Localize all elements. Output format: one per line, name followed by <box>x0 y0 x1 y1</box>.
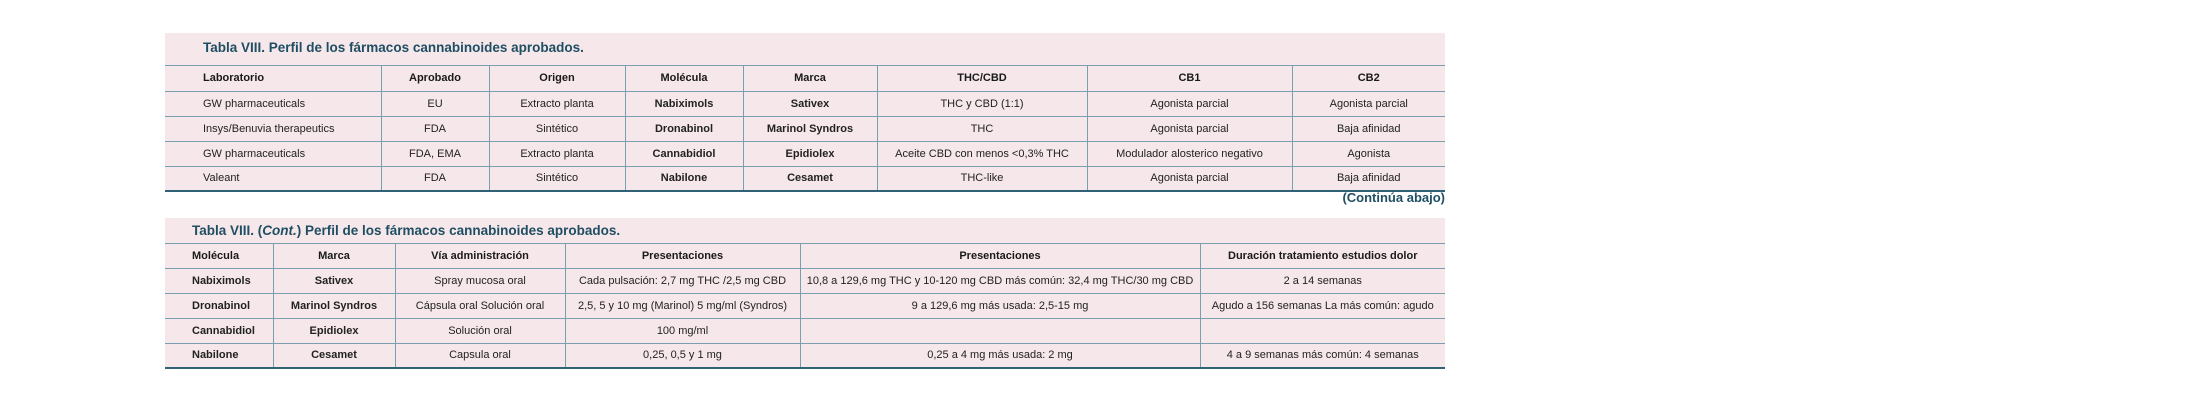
table-cell: Cesamet <box>273 343 396 369</box>
header-cell: Vía administración <box>395 244 566 269</box>
table-cell: Sintético <box>489 166 626 192</box>
table-cell: Agudo a 156 semanas La más común: agudo <box>1200 293 1445 319</box>
table-row: Valeant FDA Sintético Nabilone Cesamet T… <box>165 166 1445 192</box>
table-row: GW pharmaceuticals FDA, EMA Extracto pla… <box>165 141 1445 167</box>
table-cell: Cápsula oral Solución oral <box>395 293 566 319</box>
table-grid: Molécula Marca Vía administración Presen… <box>165 244 1445 369</box>
table-cell: Agonista parcial <box>1087 166 1293 192</box>
table-cell: 2 a 14 semanas <box>1200 268 1445 294</box>
table-cell: Extracto planta <box>489 141 626 167</box>
table-row: Nabilone Cesamet Capsula oral 0,25, 0,5 … <box>165 343 1445 369</box>
table-cell: Baja afinidad <box>1292 116 1445 142</box>
table-cell: Cannabidiol <box>165 318 274 344</box>
header-row: Molécula Marca Vía administración Presen… <box>165 244 1445 269</box>
table-cell: Nabiximols <box>625 91 744 117</box>
table-cell: Capsula oral <box>395 343 566 369</box>
header-cell: Marca <box>743 66 878 92</box>
table-cell: FDA <box>381 166 490 192</box>
continued-below-note: (Continúa abajo) <box>1342 190 1445 205</box>
table-caption: Tabla VIII. Perfil de los fármacos canna… <box>165 33 1445 66</box>
table-cell: Epidiolex <box>743 141 878 167</box>
header-cell: Duración tratamiento estudios dolor <box>1200 244 1445 269</box>
table-cell: 2,5, 5 y 10 mg (Marinol) 5 mg/ml (Syndro… <box>565 293 801 319</box>
table-cell: Cannabidiol <box>625 141 744 167</box>
header-row: Laboratorio Aprobado Origen Molécula Mar… <box>165 66 1445 92</box>
table-row: Nabiximols Sativex Spray mucosa oral Cad… <box>165 268 1445 294</box>
header-cell: Molécula <box>165 244 274 269</box>
table-cell: GW pharmaceuticals <box>165 141 382 167</box>
table-cell: Spray mucosa oral <box>395 268 566 294</box>
table-cell: FDA <box>381 116 490 142</box>
table-cell: Marinol Syndros <box>743 116 878 142</box>
caption-suffix: ) Perfil de los fármacos cannabinoides a… <box>296 223 621 238</box>
table-cell: Agonista <box>1292 141 1445 167</box>
table-cell: Agonista parcial <box>1292 91 1445 117</box>
table-cell: GW pharmaceuticals <box>165 91 382 117</box>
table-cell: Cesamet <box>743 166 878 192</box>
header-cell: Presentaciones <box>800 244 1201 269</box>
caption-prefix: Tabla VIII. ( <box>192 223 263 238</box>
table-grid: Laboratorio Aprobado Origen Molécula Mar… <box>165 66 1445 192</box>
table-cell: Sativex <box>743 91 878 117</box>
header-cell: CB2 <box>1292 66 1445 92</box>
header-cell: Marca <box>273 244 396 269</box>
table-cell: Cada pulsación: 2,7 mg THC /2,5 mg CBD <box>565 268 801 294</box>
table-cell <box>800 318 1201 344</box>
table-caption: Tabla VIII. (Cont.) Perfil de los fármac… <box>165 218 1445 244</box>
header-cell: Origen <box>489 66 626 92</box>
table-cell: Modulador alosterico negativo <box>1087 141 1293 167</box>
caption-italic: Cont. <box>262 223 297 238</box>
table-cell: THC <box>877 116 1088 142</box>
table-cell: Nabilone <box>165 343 274 369</box>
table-cell: FDA, EMA <box>381 141 490 167</box>
table-cell <box>1200 318 1445 344</box>
header-cell: Laboratorio <box>165 66 382 92</box>
header-cell: Presentaciones <box>565 244 801 269</box>
header-cell: CB1 <box>1087 66 1293 92</box>
table-row: Insys/Benuvia therapeutics FDA Sintético… <box>165 116 1445 142</box>
table-cell: 4 a 9 semanas más común: 4 semanas <box>1200 343 1445 369</box>
table-cell: Insys/Benuvia therapeutics <box>165 116 382 142</box>
table-cell: 0,25, 0,5 y 1 mg <box>565 343 801 369</box>
table-row: Dronabinol Marinol Syndros Cápsula oral … <box>165 293 1445 319</box>
table-cell: Aceite CBD con menos <0,3% THC <box>877 141 1088 167</box>
table-cell: EU <box>381 91 490 117</box>
header-cell: Molécula <box>625 66 744 92</box>
table-cell: Dronabinol <box>165 293 274 319</box>
table-cell: 0,25 a 4 mg más usada: 2 mg <box>800 343 1201 369</box>
table-cell: Agonista parcial <box>1087 116 1293 142</box>
table-cell: Baja afinidad <box>1292 166 1445 192</box>
table-cell: Sintético <box>489 116 626 142</box>
table-cell: 9 a 129,6 mg más usada: 2,5-15 mg <box>800 293 1201 319</box>
table-cell: Epidiolex <box>273 318 396 344</box>
table-row: GW pharmaceuticals EU Extracto planta Na… <box>165 91 1445 117</box>
drug-profile-table-continued: Tabla VIII. (Cont.) Perfil de los fármac… <box>165 218 1445 369</box>
table-cell: Dronabinol <box>625 116 744 142</box>
table-cell: Marinol Syndros <box>273 293 396 319</box>
table-cell: Extracto planta <box>489 91 626 117</box>
drug-profile-table: Tabla VIII. Perfil de los fármacos canna… <box>165 33 1445 192</box>
table-cell: THC y CBD (1:1) <box>877 91 1088 117</box>
table-cell: 10,8 a 129,6 mg THC y 10-120 mg CBD más … <box>800 268 1201 294</box>
table-cell: Nabilone <box>625 166 744 192</box>
table-row: Cannabidiol Epidiolex Solución oral 100 … <box>165 318 1445 344</box>
table-cell: Agonista parcial <box>1087 91 1293 117</box>
header-cell: Aprobado <box>381 66 490 92</box>
table-cell: 100 mg/ml <box>565 318 801 344</box>
table-cell: Sativex <box>273 268 396 294</box>
table-cell: Solución oral <box>395 318 566 344</box>
table-cell: THC-like <box>877 166 1088 192</box>
header-cell: THC/CBD <box>877 66 1088 92</box>
table-cell: Valeant <box>165 166 382 192</box>
table-cell: Nabiximols <box>165 268 274 294</box>
